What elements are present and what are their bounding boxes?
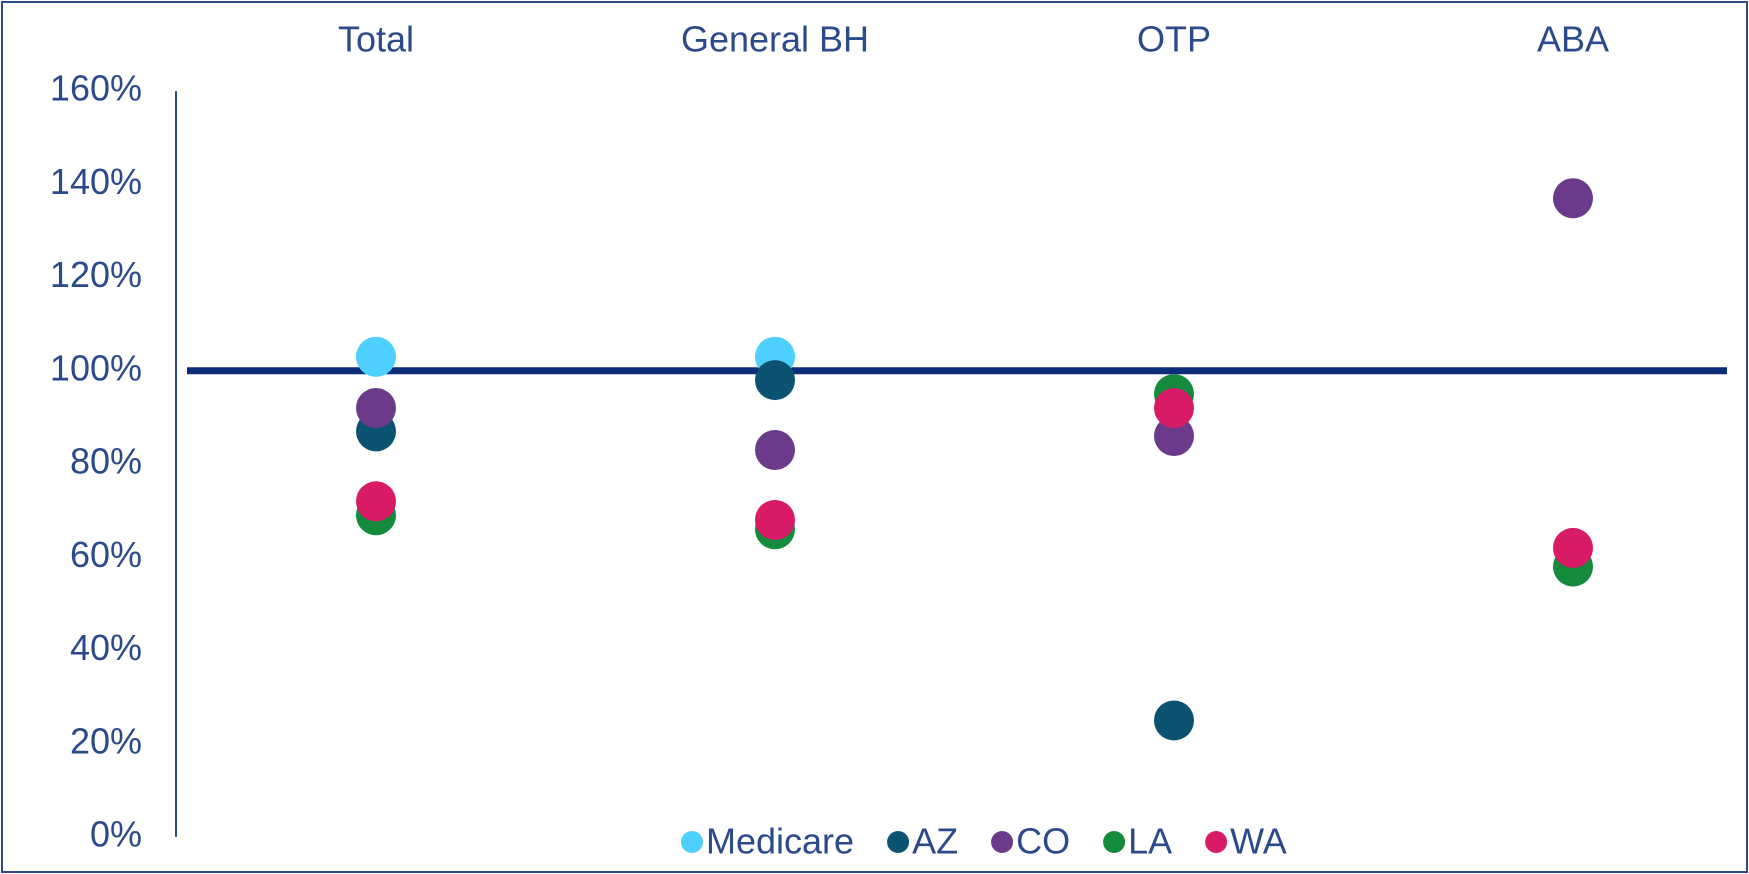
y-tick-label: 160% [50, 68, 142, 109]
y-tick-label: 20% [70, 720, 142, 761]
dot [356, 336, 396, 377]
legend-swatch [887, 831, 910, 853]
legend-label: AZ [912, 821, 958, 862]
dot [755, 430, 795, 471]
legend-swatch [681, 831, 703, 853]
dot [1553, 178, 1593, 219]
y-tick-label: 40% [70, 627, 142, 668]
dot [1154, 388, 1194, 429]
legend-swatch [1205, 831, 1228, 853]
dot [1553, 527, 1593, 568]
y-tick-label: 0% [90, 814, 142, 855]
dot [1154, 416, 1194, 457]
dot [356, 481, 396, 522]
y-tick-label: 100% [50, 347, 142, 388]
category-label: General BH [681, 19, 869, 60]
legend-label: WA [1230, 821, 1287, 862]
y-tick-label: 60% [70, 534, 142, 575]
category-label: Total [338, 19, 414, 60]
dot [755, 499, 795, 540]
y-tick-label: 140% [50, 161, 142, 202]
dot [1154, 700, 1194, 741]
dot [755, 360, 795, 401]
y-tick-label: 120% [50, 254, 142, 295]
legend-label: CO [1016, 821, 1070, 862]
legend-swatch [991, 831, 1014, 853]
y-tick-label: 80% [70, 441, 142, 482]
legend-swatch [1103, 831, 1126, 853]
category-label: ABA [1537, 19, 1609, 60]
dot [356, 388, 396, 429]
legend-label: Medicare [706, 821, 854, 862]
category-label: OTP [1137, 19, 1211, 60]
legend-label: LA [1128, 821, 1172, 862]
